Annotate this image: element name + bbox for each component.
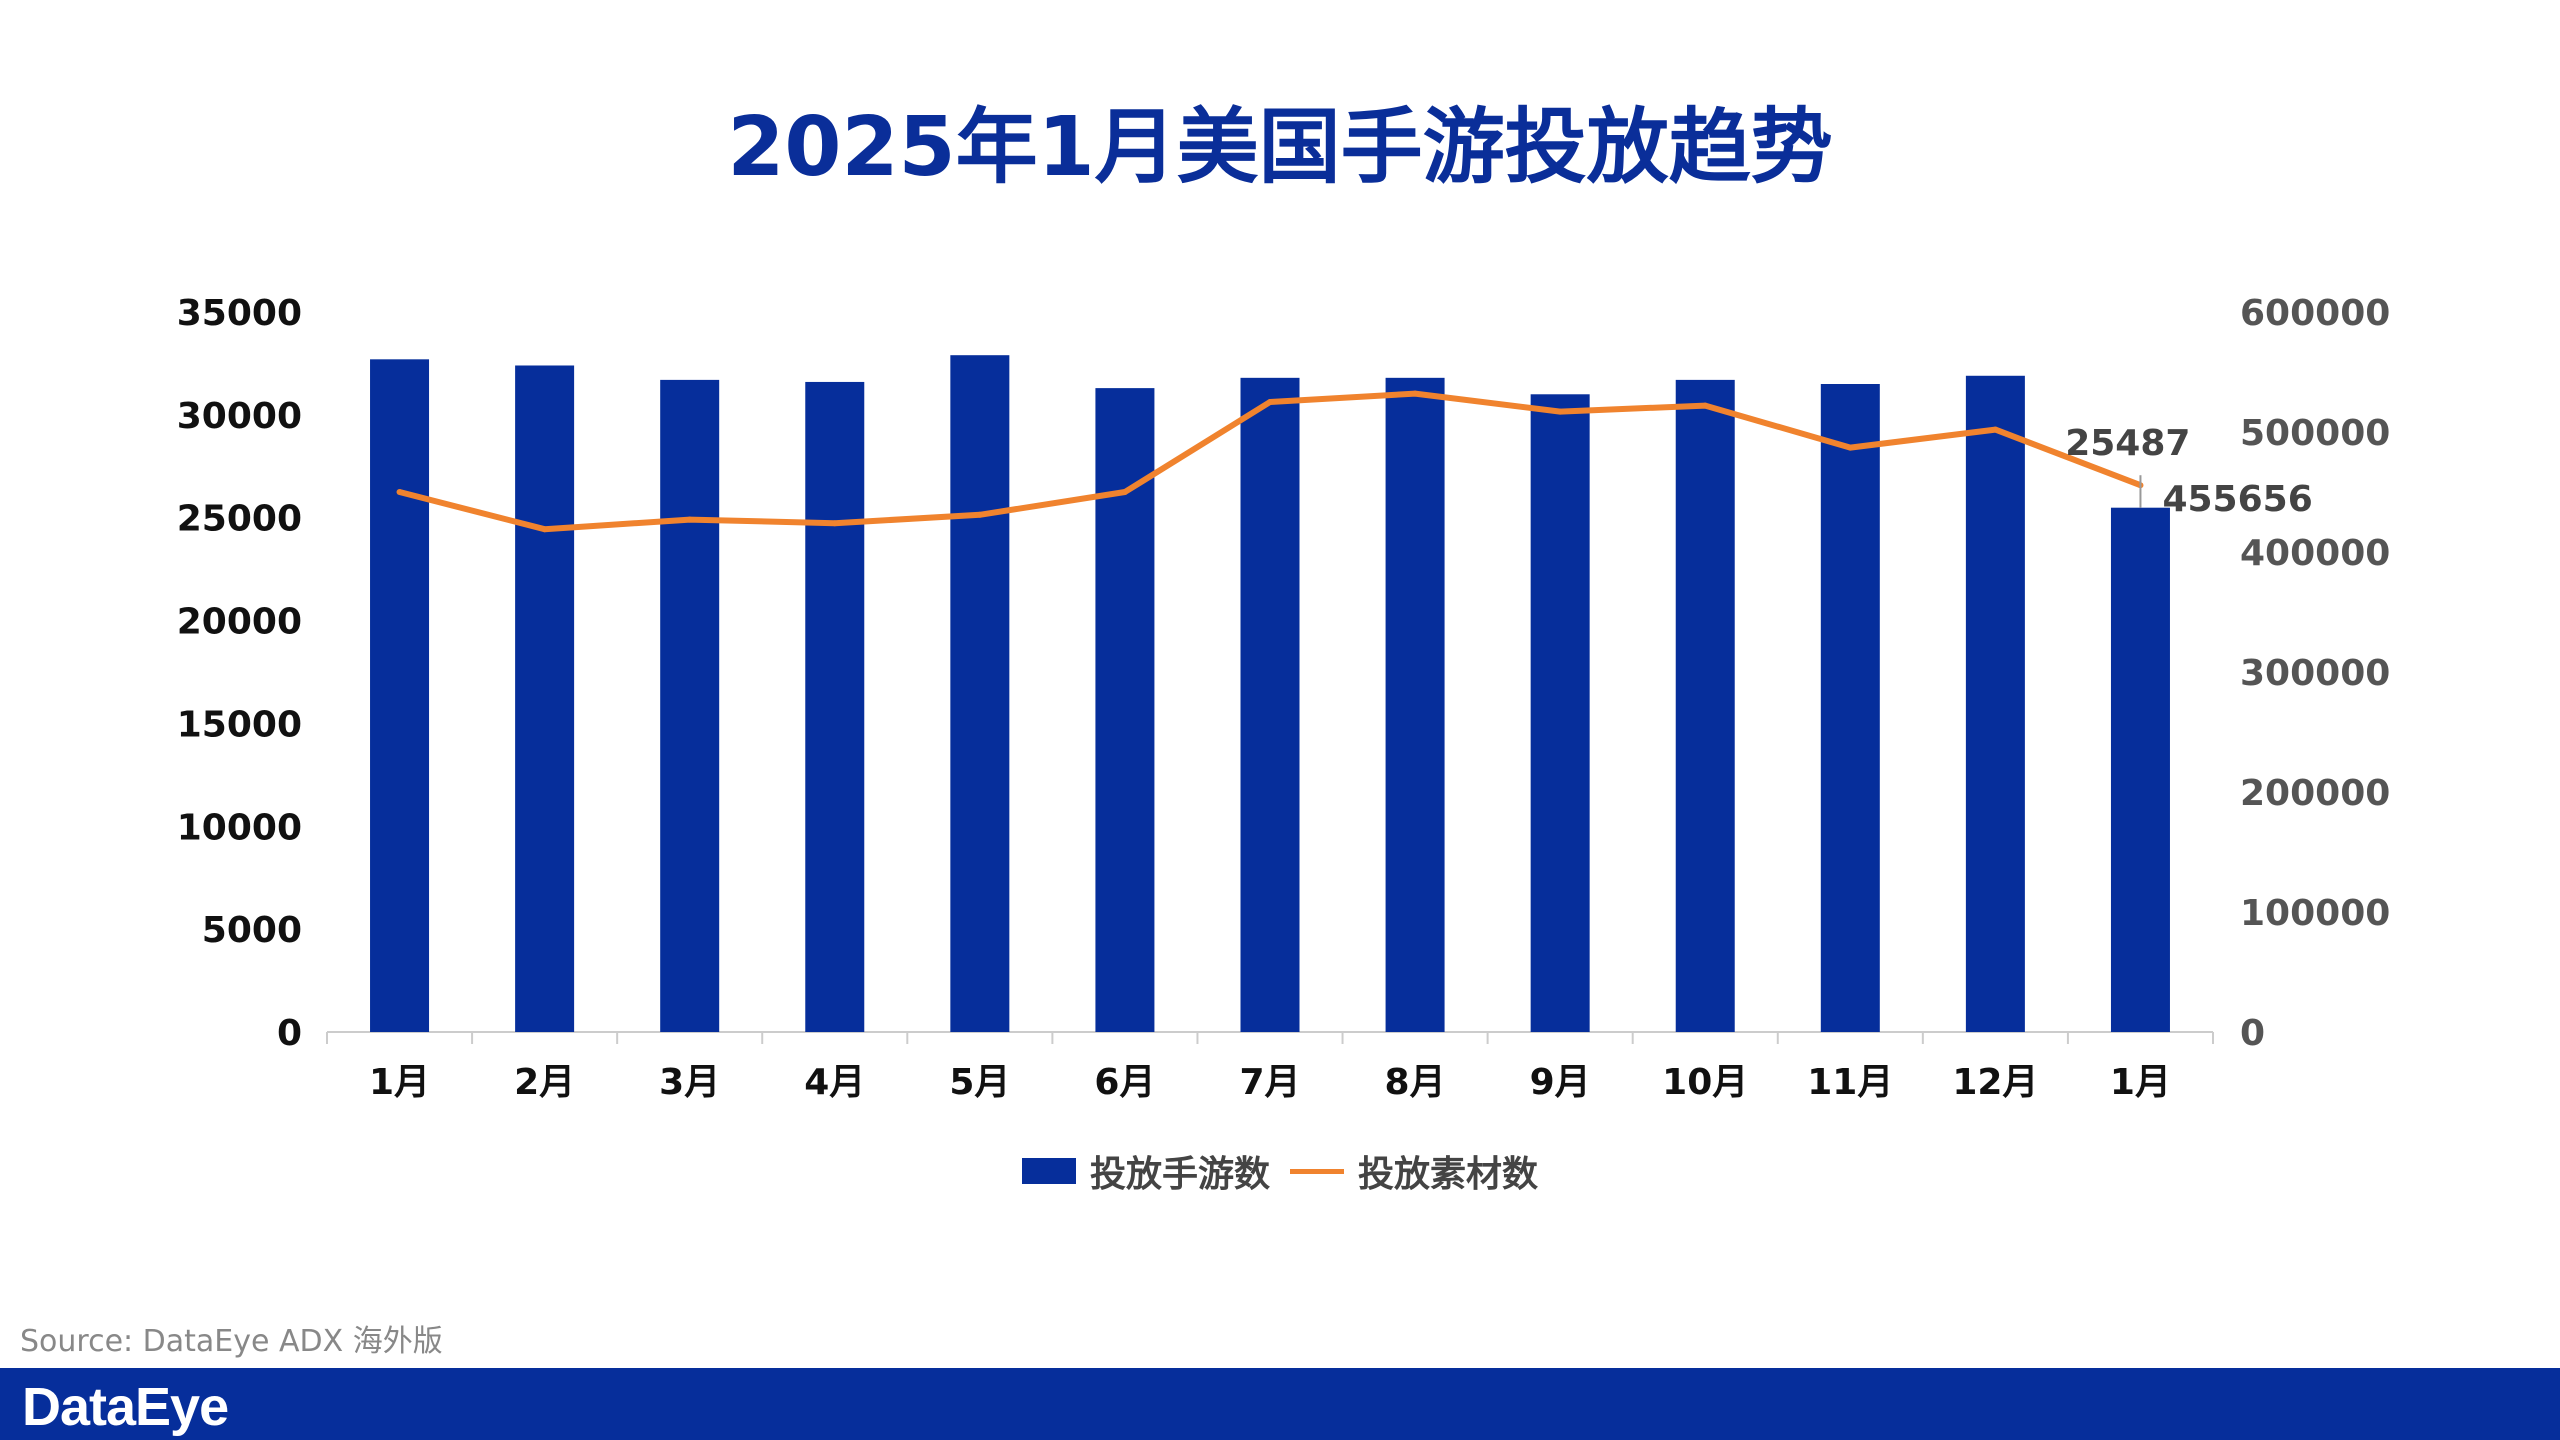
line-point (541, 526, 548, 533)
legend-item-line[interactable]: 投放素材数 (1290, 1145, 1538, 1197)
x-tick-label: 1月 (2110, 1062, 2171, 1103)
line-point (1412, 390, 1419, 397)
data-label-line: 455656 (2162, 479, 2312, 520)
x-tick-label: 10月 (1662, 1062, 1748, 1103)
y-left-tick: 10000 (177, 807, 302, 848)
bar (660, 379, 720, 1032)
legend-label: 投放手游数 (1089, 1154, 1270, 1195)
y-right-tick: 400000 (2240, 533, 2390, 574)
line-point (1847, 444, 1854, 451)
bar (950, 355, 1010, 1032)
line-point (976, 511, 983, 518)
legend-item-bar[interactable]: 投放手游数 (1021, 1145, 1270, 1197)
x-tick-label: 4月 (804, 1062, 865, 1103)
y-left-tick: 15000 (177, 704, 302, 745)
bar (1675, 379, 1735, 1032)
bar (1530, 394, 1590, 1032)
bar (1385, 377, 1445, 1032)
legend-label: 投放素材数 (1358, 1154, 1539, 1195)
line-point (1121, 489, 1128, 495)
x-tick-label: 1月 (369, 1062, 430, 1103)
dataeye-logo: DataEye (22, 1377, 229, 1437)
line-point (686, 516, 693, 523)
y-right-tick: 0 (2240, 1013, 2265, 1054)
bar (1095, 388, 1155, 1033)
y-right-tick: 300000 (2240, 653, 2390, 694)
x-tick-label: 6月 (1094, 1062, 1155, 1103)
line-point (1267, 399, 1273, 405)
y-right-tick: 200000 (2240, 773, 2390, 814)
x-tick-label: 5月 (949, 1062, 1010, 1103)
source-note: Source: DataEye ADX 海外版 (20, 1324, 443, 1359)
line-point (396, 489, 403, 495)
y-left-tick: 25000 (177, 499, 302, 540)
bar (1820, 384, 1880, 1032)
bar (515, 365, 575, 1032)
bar (1965, 375, 2025, 1032)
legend-swatch-line (1290, 1168, 1344, 1174)
y-left-tick: 0 (277, 1013, 302, 1054)
line-point (1702, 402, 1709, 409)
bar (370, 359, 430, 1032)
line-point (1992, 426, 1999, 433)
bar (2110, 507, 2170, 1032)
x-tick-label: 9月 (1530, 1062, 1591, 1103)
bar (1240, 377, 1300, 1032)
y-right-tick: 600000 (2240, 293, 2390, 334)
data-label-bar: 25487 (2065, 423, 2190, 464)
y-right-tick: 100000 (2240, 893, 2390, 934)
y-left-tick: 35000 (177, 293, 302, 334)
bar (805, 381, 865, 1032)
x-tick-label: 7月 (1239, 1062, 1300, 1103)
x-tick-label: 12月 (1952, 1062, 2038, 1103)
y-left-tick: 5000 (202, 910, 302, 951)
y-right-tick: 500000 (2240, 413, 2390, 454)
x-tick-label: 11月 (1807, 1062, 1893, 1103)
footer-bar: DataEye (0, 1368, 2560, 1440)
x-tick-label: 8月 (1385, 1062, 1446, 1103)
chart-title: 2025年1月美国手游投放趋势 (727, 100, 1833, 195)
line-point (831, 520, 838, 527)
legend-swatch-bar (1021, 1158, 1076, 1184)
x-tick-label: 2月 (514, 1062, 575, 1103)
line-point (1557, 408, 1564, 415)
legend: 投放手游数 投放素材数 (0, 1145, 2560, 1197)
y-left-tick: 30000 (177, 396, 302, 437)
y-left-tick: 20000 (177, 602, 302, 643)
x-tick-label: 3月 (659, 1062, 720, 1103)
